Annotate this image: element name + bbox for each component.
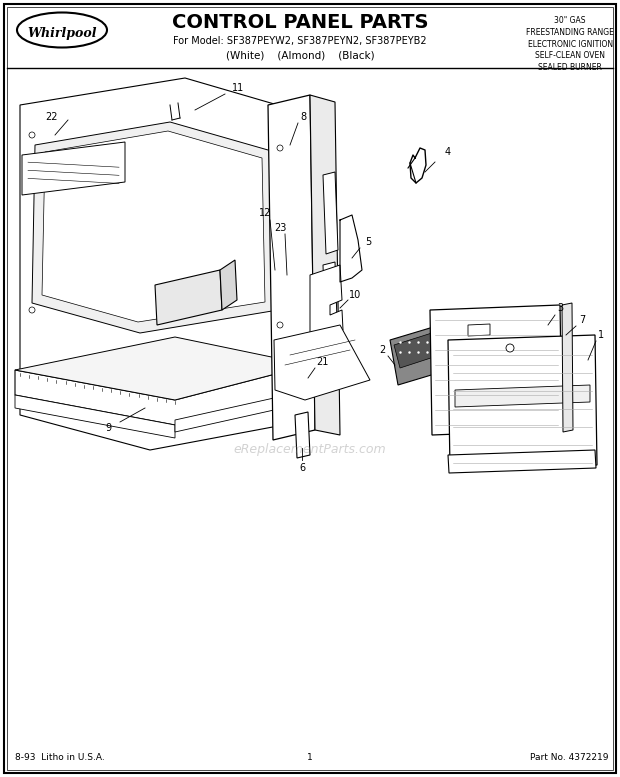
Text: eReplacementParts.com: eReplacementParts.com	[234, 444, 386, 457]
Polygon shape	[15, 365, 310, 425]
Circle shape	[506, 344, 514, 352]
Polygon shape	[448, 335, 597, 470]
Text: 30" GAS
FREESTANDING RANGE
ELECTRONIC IGNITION
SELF-CLEAN OVEN
SEALED BURNER: 30" GAS FREESTANDING RANGE ELECTRONIC IG…	[526, 16, 614, 72]
Circle shape	[277, 322, 283, 328]
Text: CONTROL PANEL PARTS: CONTROL PANEL PARTS	[172, 13, 428, 33]
Text: 12: 12	[259, 208, 271, 218]
Text: Part No. 4372219: Part No. 4372219	[529, 754, 608, 762]
Text: 21: 21	[316, 357, 328, 367]
Polygon shape	[268, 95, 315, 440]
Text: Whirlpool: Whirlpool	[27, 26, 97, 40]
Text: 1: 1	[307, 754, 313, 762]
Polygon shape	[20, 78, 310, 450]
Text: 1: 1	[598, 330, 604, 340]
Text: 6: 6	[299, 463, 305, 473]
Polygon shape	[394, 332, 440, 368]
Circle shape	[277, 145, 283, 151]
Polygon shape	[323, 172, 338, 254]
Polygon shape	[22, 142, 125, 195]
Text: 23: 23	[274, 223, 286, 233]
Polygon shape	[32, 122, 278, 333]
Polygon shape	[42, 131, 265, 322]
Circle shape	[29, 307, 35, 313]
Text: 8-93  Litho in U.S.A.: 8-93 Litho in U.S.A.	[15, 754, 105, 762]
Polygon shape	[310, 95, 340, 435]
Text: 4: 4	[445, 147, 451, 157]
Polygon shape	[448, 450, 596, 473]
Text: 5: 5	[365, 237, 371, 247]
Text: 8: 8	[300, 112, 306, 122]
Polygon shape	[468, 324, 490, 336]
Ellipse shape	[17, 12, 107, 47]
Text: 22: 22	[46, 112, 58, 122]
Polygon shape	[430, 305, 562, 435]
Polygon shape	[390, 325, 448, 385]
Polygon shape	[15, 337, 310, 400]
Polygon shape	[562, 303, 573, 432]
Polygon shape	[220, 260, 237, 310]
Polygon shape	[175, 390, 310, 432]
Polygon shape	[274, 325, 370, 400]
Text: 10: 10	[349, 290, 361, 300]
Polygon shape	[310, 265, 343, 340]
Circle shape	[29, 132, 35, 138]
Text: (White)    (Almond)    (Black): (White) (Almond) (Black)	[226, 50, 374, 60]
Text: 9: 9	[105, 423, 111, 433]
Polygon shape	[15, 395, 175, 438]
Text: 7: 7	[579, 315, 585, 325]
Polygon shape	[295, 412, 310, 458]
Text: 3: 3	[557, 303, 563, 313]
Text: For Model: SF387PEYW2, SF387PEYN2, SF387PEYB2: For Model: SF387PEYW2, SF387PEYN2, SF387…	[173, 36, 427, 46]
Polygon shape	[455, 385, 590, 407]
Polygon shape	[155, 270, 222, 325]
Text: 2: 2	[379, 345, 385, 355]
Text: 11: 11	[232, 83, 244, 93]
Polygon shape	[323, 262, 337, 323]
